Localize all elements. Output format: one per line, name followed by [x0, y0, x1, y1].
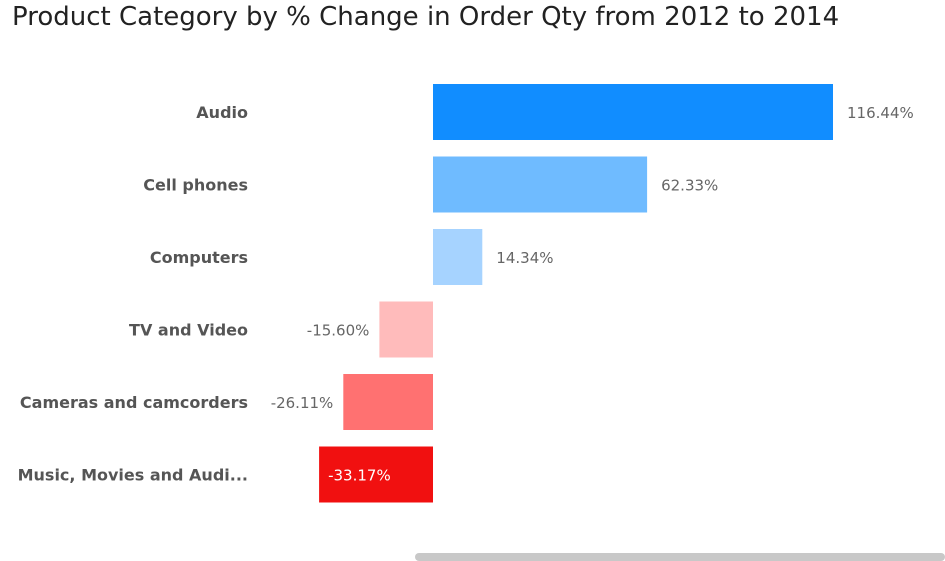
bar-0[interactable]	[433, 84, 833, 140]
chart-title: Product Category by % Change in Order Qt…	[12, 2, 840, 32]
category-label: Computers	[150, 248, 248, 267]
horizontal-scrollbar[interactable]	[415, 553, 945, 561]
value-label: -26.11%	[271, 394, 334, 412]
bar-4[interactable]	[343, 374, 433, 430]
bars-group	[319, 84, 833, 503]
bar-3[interactable]	[379, 301, 433, 358]
value-label: -33.17%	[328, 467, 391, 485]
category-label: Audio	[196, 103, 248, 122]
bar-2[interactable]	[433, 229, 483, 285]
category-label: Music, Movies and Audi...	[18, 466, 248, 485]
bar-1[interactable]	[433, 156, 648, 213]
value-label: 14.34%	[496, 249, 553, 267]
bar-5[interactable]	[319, 446, 433, 503]
value-labels-group: 116.44% 62.33% 14.34% -15.60% -26.11% -33.17%	[271, 104, 914, 485]
category-label: TV and Video	[129, 321, 248, 340]
category-labels-group: Audio Cell phones Computers TV and Video Cam…	[18, 103, 248, 485]
category-label: Cell phones	[143, 176, 248, 195]
value-label: 62.33%	[661, 177, 718, 195]
value-label: -15.60%	[307, 322, 370, 340]
category-label: Cameras and camcorders	[20, 393, 248, 412]
value-label: 116.44%	[847, 104, 914, 122]
